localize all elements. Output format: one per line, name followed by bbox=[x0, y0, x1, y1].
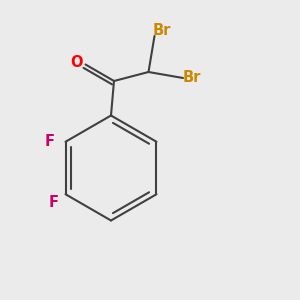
Text: O: O bbox=[70, 55, 83, 70]
Text: F: F bbox=[45, 134, 55, 148]
Text: Br: Br bbox=[183, 70, 201, 85]
Text: F: F bbox=[49, 195, 58, 210]
Text: Br: Br bbox=[153, 23, 171, 38]
